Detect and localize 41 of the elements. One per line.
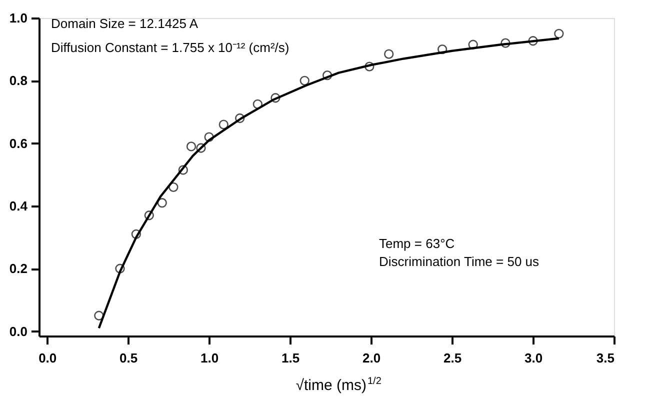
point (300, 76, 310, 86)
x-tick-label: 0.0 (38, 350, 57, 366)
y-tick-label: 0.6 (9, 136, 28, 151)
point (384, 49, 394, 59)
point (468, 40, 478, 50)
x-tick-label: 3.5 (596, 350, 614, 366)
y-tick-label: 0.4 (9, 198, 28, 214)
point (204, 132, 214, 142)
point (131, 229, 142, 239)
point (218, 120, 228, 130)
y-tick-label: 0.0 (9, 324, 28, 339)
annotation: Diffusion Constant = 1.755 x 10⁻¹² (cm²/s) (51, 40, 290, 55)
point (322, 70, 332, 80)
x-tick-label: 3.0 (524, 350, 543, 366)
annotation: Temp = 63°C (379, 236, 455, 251)
point (437, 44, 448, 54)
x-tick-label: 0.5 (120, 350, 138, 366)
point (196, 143, 206, 153)
point (364, 62, 374, 72)
point (178, 165, 188, 175)
x-tick-label: 2.5 (443, 350, 462, 366)
x-tick-label: 1.0 (200, 350, 219, 366)
point (115, 264, 125, 274)
point (186, 142, 196, 152)
point (157, 198, 167, 208)
y-tick-label: 0.2 (9, 261, 28, 276)
x-tick-label: 1.5 (282, 350, 300, 366)
annotation: Discrimination Time = 50 us (379, 254, 540, 269)
point (554, 28, 564, 38)
point (94, 310, 104, 320)
point (144, 210, 154, 220)
x-tick-label: 2.0 (362, 350, 381, 366)
annotation: Domain Size = 12.1425 A (51, 16, 198, 31)
point (252, 99, 262, 109)
point (270, 93, 280, 103)
point (528, 36, 538, 46)
point (235, 113, 245, 124)
y-tick-label: 1.0 (9, 10, 28, 26)
y-tick-label: 0.8 (9, 73, 28, 88)
point (168, 182, 178, 192)
point (500, 38, 510, 48)
